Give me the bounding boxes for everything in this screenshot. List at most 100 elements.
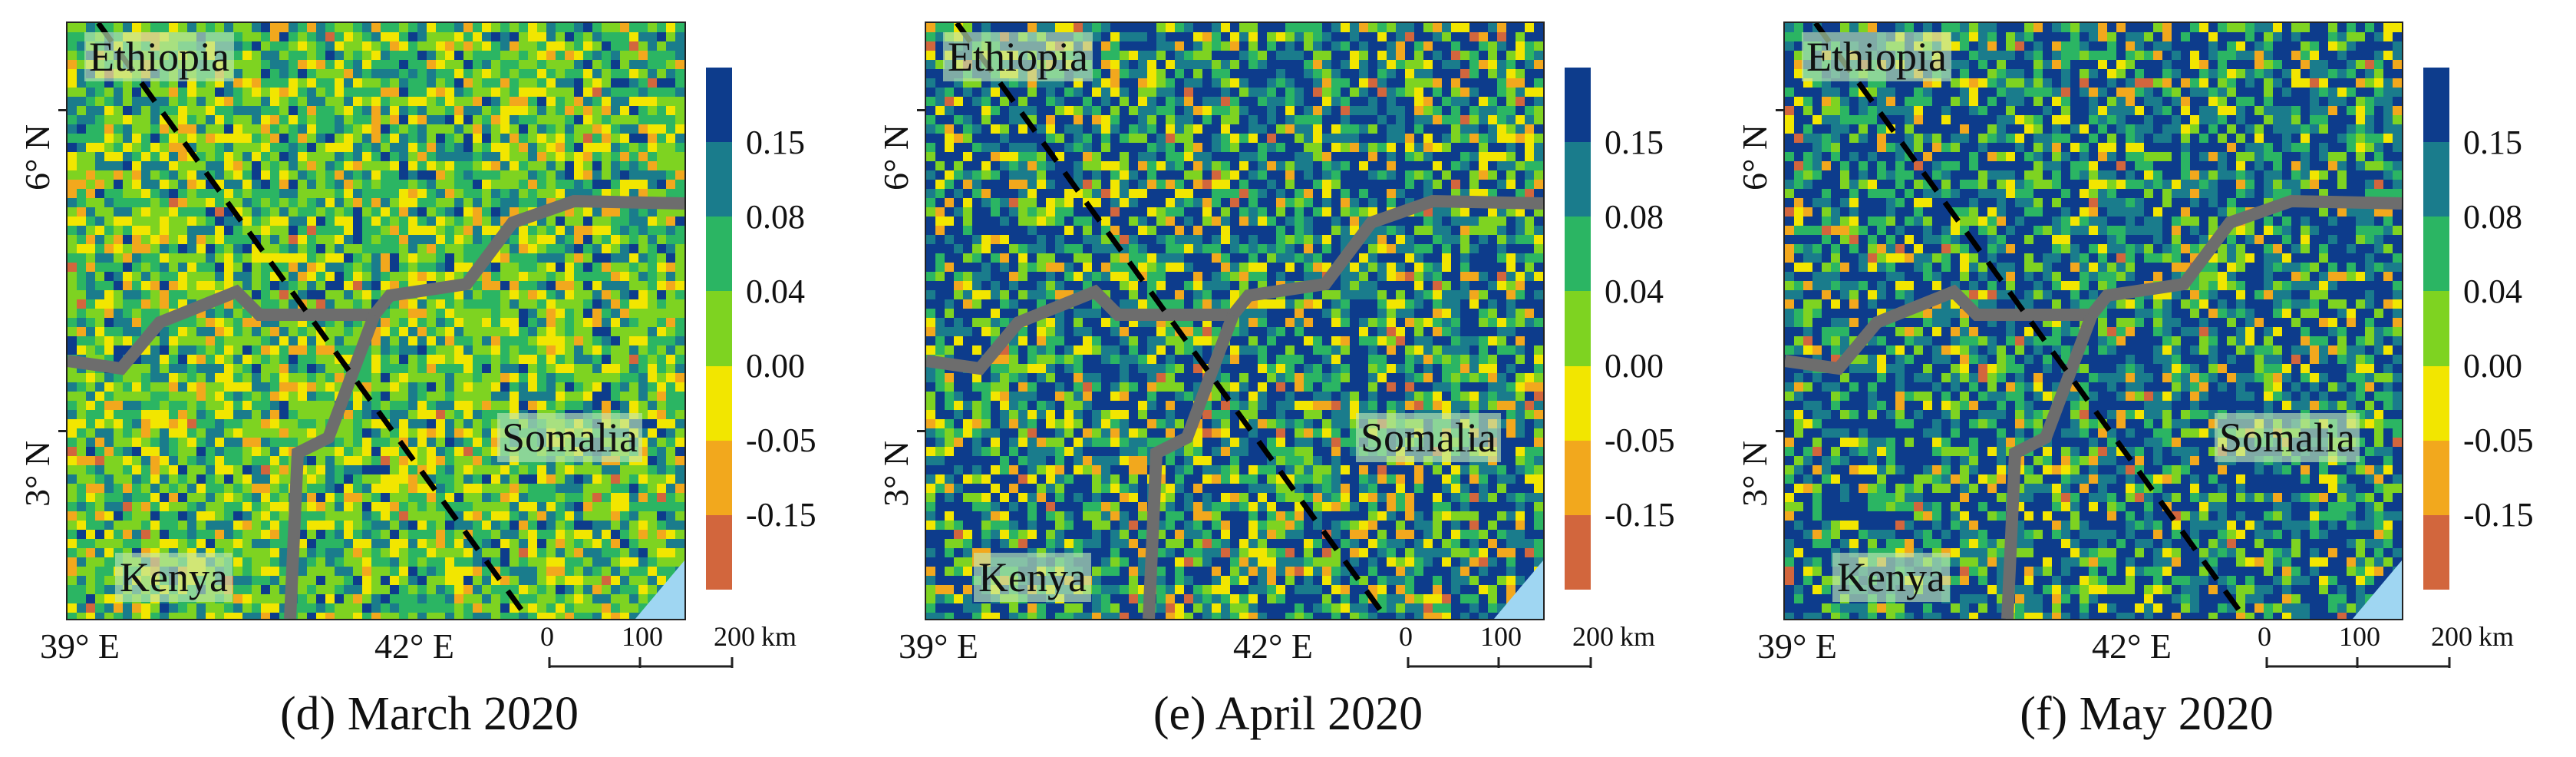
legend-label: 0.00 xyxy=(1605,347,1664,385)
scale-label-100: 100 xyxy=(1480,621,1522,652)
legend-swatch xyxy=(706,68,732,143)
lat-tick xyxy=(58,109,68,111)
scale-label-200: 200 xyxy=(2431,621,2472,652)
legend-label: 0.00 xyxy=(2463,347,2522,385)
lat-label-3n: 3° N xyxy=(1735,440,1774,507)
legend-swatch xyxy=(2423,365,2449,441)
legend-swatch xyxy=(2423,514,2449,590)
scale-bar: 0 100 200 km xyxy=(2258,620,2514,682)
legend-swatch xyxy=(706,291,732,366)
lon-label-42e: 42° E xyxy=(2092,626,2172,666)
country-label-ethiopia: Ethiopia xyxy=(943,32,1093,81)
legend-label: -0.05 xyxy=(746,421,816,459)
legend-label: 0.04 xyxy=(2463,273,2522,310)
legend-swatch xyxy=(1565,365,1591,441)
scale-unit: km xyxy=(1620,621,1656,652)
scale-label-0: 0 xyxy=(2258,621,2271,652)
legend-label: -0.15 xyxy=(2463,496,2534,534)
legend-label: 0.15 xyxy=(746,124,805,161)
lat-label-6n: 6° N xyxy=(18,124,57,190)
color-legend xyxy=(1565,68,1591,590)
lat-tick xyxy=(917,109,926,111)
scale-unit: km xyxy=(761,621,797,652)
legend-swatch xyxy=(2423,291,2449,366)
border-line xyxy=(2001,312,2098,619)
legend-swatch xyxy=(706,142,732,217)
legend-swatch xyxy=(2423,217,2449,292)
legend-label: 0.08 xyxy=(746,198,805,236)
dashed-transect-line xyxy=(955,23,1389,619)
scale-bar: 0 100 200 km xyxy=(540,620,797,682)
legend-swatch xyxy=(706,217,732,292)
legend-label: -0.05 xyxy=(2463,421,2534,459)
dashed-transect-line xyxy=(1813,23,2248,619)
legend-swatch xyxy=(2423,68,2449,143)
legend-swatch xyxy=(1565,440,1591,515)
lat-label-6n: 6° N xyxy=(876,124,915,190)
map-panel: Ethiopia Somalia Kenya 6° N 3° N 39° E 4… xyxy=(859,0,1717,757)
lat-label-3n: 3° N xyxy=(876,440,915,507)
color-legend xyxy=(2423,68,2449,590)
lon-label-42e: 42° E xyxy=(1233,626,1313,666)
country-label-ethiopia: Ethiopia xyxy=(84,32,234,81)
lat-tick xyxy=(58,430,68,432)
border-line xyxy=(1143,312,1239,619)
lat-label-6n: 6° N xyxy=(1735,124,1774,190)
lon-label-39e: 39° E xyxy=(40,626,120,666)
map-raster xyxy=(926,23,1543,619)
panel-caption: (f) May 2020 xyxy=(2020,688,2274,740)
scale-label-100: 100 xyxy=(2339,621,2380,652)
legend-swatch xyxy=(1565,217,1591,292)
legend-swatch xyxy=(2423,440,2449,515)
dashed-transect-line xyxy=(96,23,530,619)
legend-label: -0.15 xyxy=(1605,496,1675,534)
country-label-somalia: Somalia xyxy=(1356,413,1501,462)
legend-label: 0.15 xyxy=(1605,124,1664,161)
map-area xyxy=(66,21,686,620)
color-legend xyxy=(706,68,732,590)
map-area xyxy=(925,21,1545,620)
map-panel: Ethiopia Somalia Kenya 6° N 3° N 39° E 4… xyxy=(0,0,859,757)
lon-label-39e: 39° E xyxy=(1757,626,1837,666)
legend-label: 0.08 xyxy=(2463,198,2522,236)
legend-swatch xyxy=(1565,514,1591,590)
legend-label: 0.04 xyxy=(746,273,805,310)
scale-unit: km xyxy=(2479,621,2515,652)
scale-label-0: 0 xyxy=(540,621,554,652)
lat-tick xyxy=(1776,109,1785,111)
legend-label: -0.15 xyxy=(746,496,816,534)
legend-swatch xyxy=(1565,291,1591,366)
scale-label-200: 200 xyxy=(1572,621,1614,652)
panel-caption: (d) March 2020 xyxy=(279,688,579,740)
country-label-kenya: Kenya xyxy=(115,553,233,602)
scale-label-200: 200 xyxy=(714,621,755,652)
lon-label-42e: 42° E xyxy=(374,626,454,666)
legend-label: 0.08 xyxy=(1605,198,1664,236)
legend-label: 0.04 xyxy=(1605,273,1664,310)
legend-label: 0.00 xyxy=(746,347,805,385)
legend-swatch xyxy=(706,440,732,515)
lon-label-39e: 39° E xyxy=(899,626,978,666)
lat-label-3n: 3° N xyxy=(18,440,57,507)
legend-label: 0.15 xyxy=(2463,124,2522,161)
country-label-ethiopia: Ethiopia xyxy=(1802,32,1951,81)
legend-swatch xyxy=(1565,68,1591,143)
scale-label-100: 100 xyxy=(622,621,663,652)
map-raster xyxy=(68,23,684,619)
lat-tick xyxy=(1776,430,1785,432)
scale-label-0: 0 xyxy=(1399,621,1413,652)
legend-swatch xyxy=(706,365,732,441)
country-label-somalia: Somalia xyxy=(497,413,642,462)
map-raster xyxy=(1785,23,2402,619)
scale-bar: 0 100 200 km xyxy=(1399,620,1655,682)
country-label-somalia: Somalia xyxy=(2215,413,2360,462)
legend-label: -0.05 xyxy=(1605,421,1675,459)
map-area xyxy=(1783,21,2403,620)
border-line xyxy=(284,312,381,619)
lat-tick xyxy=(917,430,926,432)
panel-caption: (e) April 2020 xyxy=(1153,688,1423,740)
country-label-kenya: Kenya xyxy=(974,553,1091,602)
country-label-kenya: Kenya xyxy=(1832,553,1950,602)
legend-swatch xyxy=(706,514,732,590)
legend-swatch xyxy=(2423,142,2449,217)
